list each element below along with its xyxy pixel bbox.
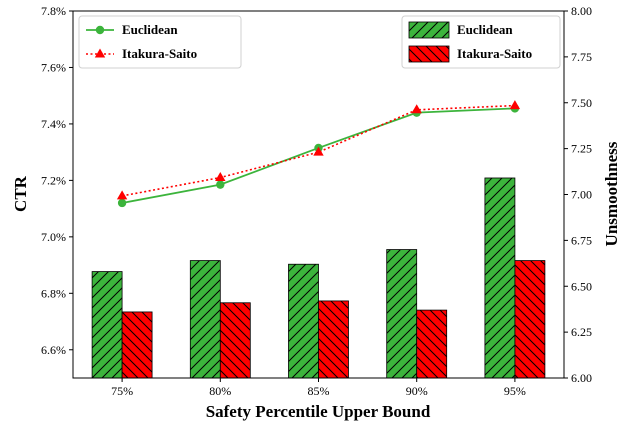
right-tick-label-2: 6.50 [571,279,592,293]
bar-layer [91,177,546,379]
right-tick-label-6: 7.50 [571,96,592,110]
left-tick-label-6: 7.8% [41,4,66,18]
line-legend-box [78,15,242,69]
line-euclidean [121,107,515,204]
legend-itakura-line-label: Itakura-Saito [122,46,197,61]
right-y-axis: 6.00 6.25 6.50 6.75 7.00 7.25 7.50 7.75 8.00 [564,4,592,385]
legend-euclidean-line-label: Euclidean [122,22,178,37]
legend-euclidean-circle-marker [95,25,105,35]
left-tick-label-4: 7.4% [41,117,66,131]
left-tick-label-5: 7.6% [41,60,66,74]
bar-itakura-saito-0 [121,311,153,379]
legend-itakura-bar-swatch [408,45,450,63]
line-legend: Euclidean Itakura-Saito [78,15,242,69]
right-tick-label-5: 7.25 [571,142,592,156]
right-y-axis-label: Unsmoothness [602,141,621,246]
bar-itakura-saito-1 [219,302,251,379]
left-y-axis: 6.6% 6.8% 7.0% 7.2% 7.4% 7.6% 7.8% [41,4,73,357]
bar-euclidean-0 [91,271,123,379]
x-axis: 75% 80% 85% 90% 95% [111,378,526,398]
left-tick-label-1: 6.8% [41,286,66,300]
left-tick-label-3: 7.2% [41,173,66,187]
left-tick-label-2: 7.0% [41,230,66,244]
legend-euclidean-bar-label: Euclidean [457,22,513,37]
x-axis-label: Safety Percentile Upper Bound [206,402,431,421]
bar-itakura-saito-4 [514,260,546,379]
bar-itakura-saito-3 [416,309,448,379]
right-tick-label-1: 6.25 [571,325,592,339]
legend-euclidean-bar-swatch [408,21,450,39]
bar-euclidean-2 [288,263,319,379]
x-tick-label-3: 90% [406,384,428,398]
right-tick-label-4: 7.00 [571,188,592,202]
right-tick-label-3: 6.75 [571,233,592,247]
x-tick-label-4: 95% [504,384,526,398]
bar-itakura-saito-2 [318,300,349,379]
bar-euclidean-4 [484,177,516,379]
point-euclidean-1 [216,180,225,189]
point-itakura-saito-3 [411,104,422,114]
point-euclidean-0 [117,198,127,208]
line-layer [116,100,521,208]
bar-euclidean-1 [189,260,221,379]
bar-euclidean-3 [386,249,418,379]
left-y-axis-label: CTR [11,175,30,212]
right-tick-label-0: 6.00 [571,371,592,385]
right-tick-label-8: 8.00 [571,4,592,18]
x-tick-label-1: 80% [209,384,231,398]
x-tick-label-2: 85% [308,384,330,398]
point-itakura-saito-4 [509,100,521,110]
right-tick-label-7: 7.75 [571,50,592,64]
bar-legend: Euclidean Itakura-Saito [401,15,561,69]
legend-itakura-bar-label: Itakura-Saito [457,46,532,61]
x-tick-label-0: 75% [111,384,133,398]
point-itakura-saito-0 [116,190,128,200]
point-itakura-saito-1 [215,172,226,182]
point-itakura-saito-2 [313,146,324,156]
left-tick-label-0: 6.6% [41,343,66,357]
legend-itakura-triangle-marker [94,48,106,58]
